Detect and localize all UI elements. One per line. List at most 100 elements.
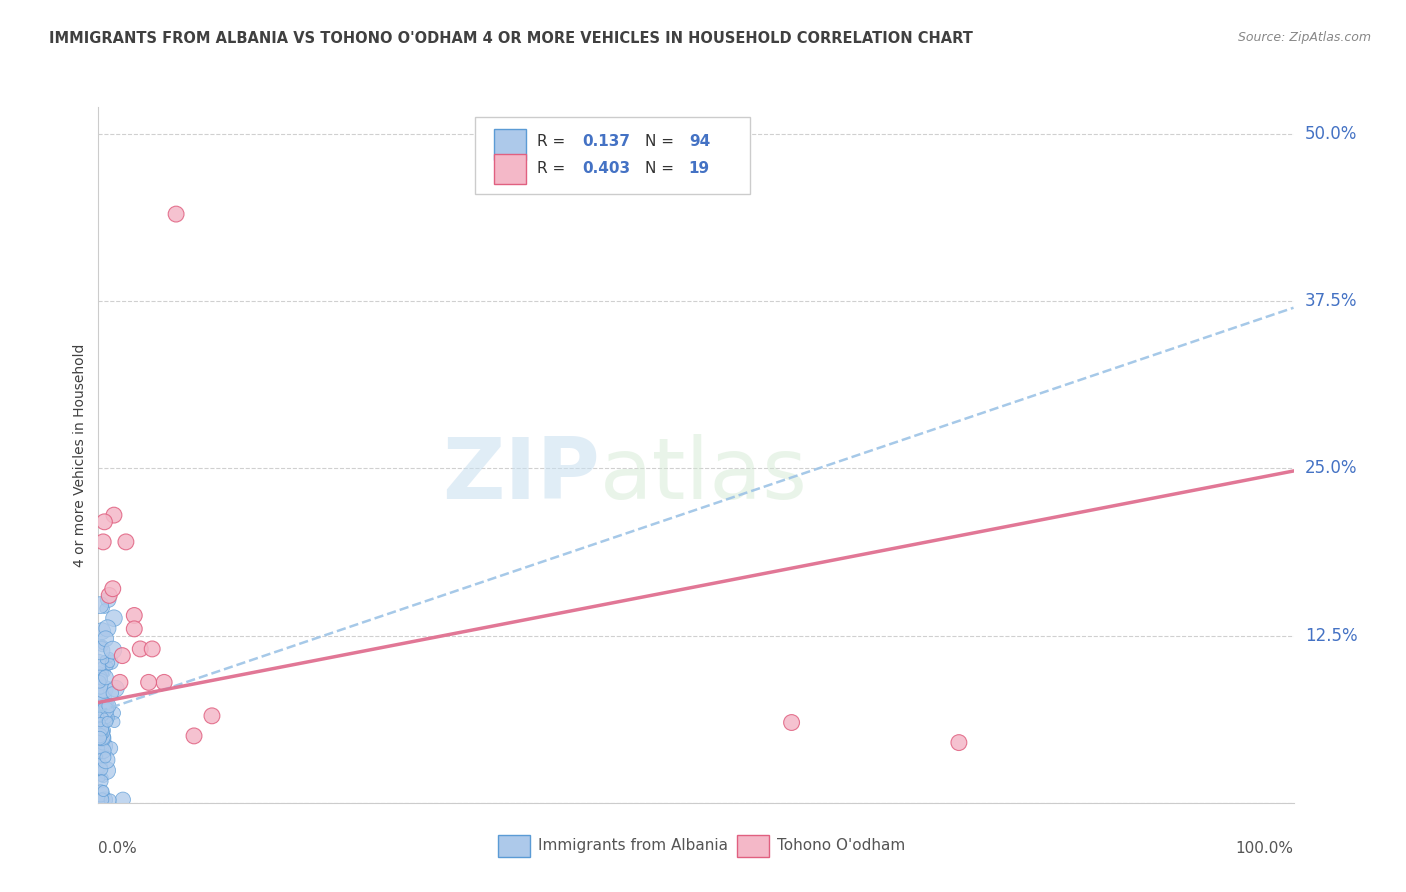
Point [93,653,115,667]
Point [90,774,112,789]
Point [90,722,112,736]
Point [948,735,970,749]
Point [104,681,127,696]
Point [96,698,118,713]
Point [90,643,112,657]
Point [90,677,112,691]
Text: 0.403: 0.403 [582,161,630,176]
Text: 25.0%: 25.0% [1305,459,1357,477]
Point [101,686,124,700]
Text: 0.0%: 0.0% [98,841,138,856]
Point [94,750,117,764]
Point [96,764,118,778]
Point [98,656,121,670]
Point [94,655,117,669]
Point [87,762,110,776]
Point [103,508,125,523]
Text: R =: R = [537,135,571,149]
Point [98,589,121,603]
Point [91,638,114,652]
Point [93,666,115,681]
Point [93,710,115,724]
Point [89,673,111,687]
Text: N =: N = [644,161,679,176]
Point [141,642,163,657]
Text: 100.0%: 100.0% [1236,841,1294,856]
Point [101,643,124,657]
Text: IMMIGRANTS FROM ALBANIA VS TOHONO O'ODHAM 4 OR MORE VEHICLES IN HOUSEHOLD CORREL: IMMIGRANTS FROM ALBANIA VS TOHONO O'ODHA… [49,31,973,46]
Point [89,674,111,689]
Point [93,685,115,699]
Point [89,671,111,685]
Point [93,771,115,785]
Point [153,675,176,690]
Point [111,792,134,806]
Point [94,753,117,767]
Point [89,598,111,612]
Point [93,793,115,807]
FancyBboxPatch shape [494,153,526,185]
Text: ZIP: ZIP [443,434,600,517]
Point [89,715,111,730]
Point [90,762,112,776]
Point [90,673,112,687]
Text: N =: N = [644,135,679,149]
Text: 0.137: 0.137 [582,135,630,149]
Point [89,731,111,745]
Point [91,747,114,762]
Point [89,716,111,731]
Text: 19: 19 [689,161,710,176]
Point [89,749,111,764]
Point [94,710,117,724]
Point [93,601,115,615]
Point [89,729,111,743]
Point [90,740,112,755]
Point [90,725,112,739]
Point [100,741,122,756]
Point [89,732,111,747]
Y-axis label: 4 or more Vehicles in Household: 4 or more Vehicles in Household [73,343,87,566]
Point [124,608,146,623]
Point [93,515,115,529]
Point [780,715,803,730]
Point [91,639,114,653]
Point [93,700,115,714]
Point [91,744,114,758]
Point [91,737,114,751]
Point [97,592,120,607]
Point [124,622,146,636]
Point [98,659,121,673]
Point [91,534,114,549]
Text: 50.0%: 50.0% [1305,125,1357,143]
Point [89,748,111,763]
FancyBboxPatch shape [475,118,749,194]
Point [91,723,114,738]
Point [89,758,111,772]
Point [87,657,110,671]
Point [94,632,117,646]
Point [89,723,111,738]
Point [90,702,112,716]
Point [89,715,111,730]
FancyBboxPatch shape [494,129,526,160]
Point [91,624,114,639]
Text: 12.5%: 12.5% [1305,626,1357,645]
Point [103,706,125,720]
Text: 37.5%: 37.5% [1305,292,1357,310]
Point [90,684,112,698]
Point [87,725,110,739]
Point [138,675,160,690]
Point [93,682,115,697]
Point [103,714,125,729]
Point [91,707,114,722]
Point [87,663,110,677]
Point [165,207,187,221]
Point [91,697,114,711]
FancyBboxPatch shape [498,835,530,857]
Point [100,655,122,669]
Point [93,660,115,674]
Text: Source: ZipAtlas.com: Source: ZipAtlas.com [1237,31,1371,45]
Point [94,665,117,679]
Point [103,611,125,625]
Point [89,795,111,809]
